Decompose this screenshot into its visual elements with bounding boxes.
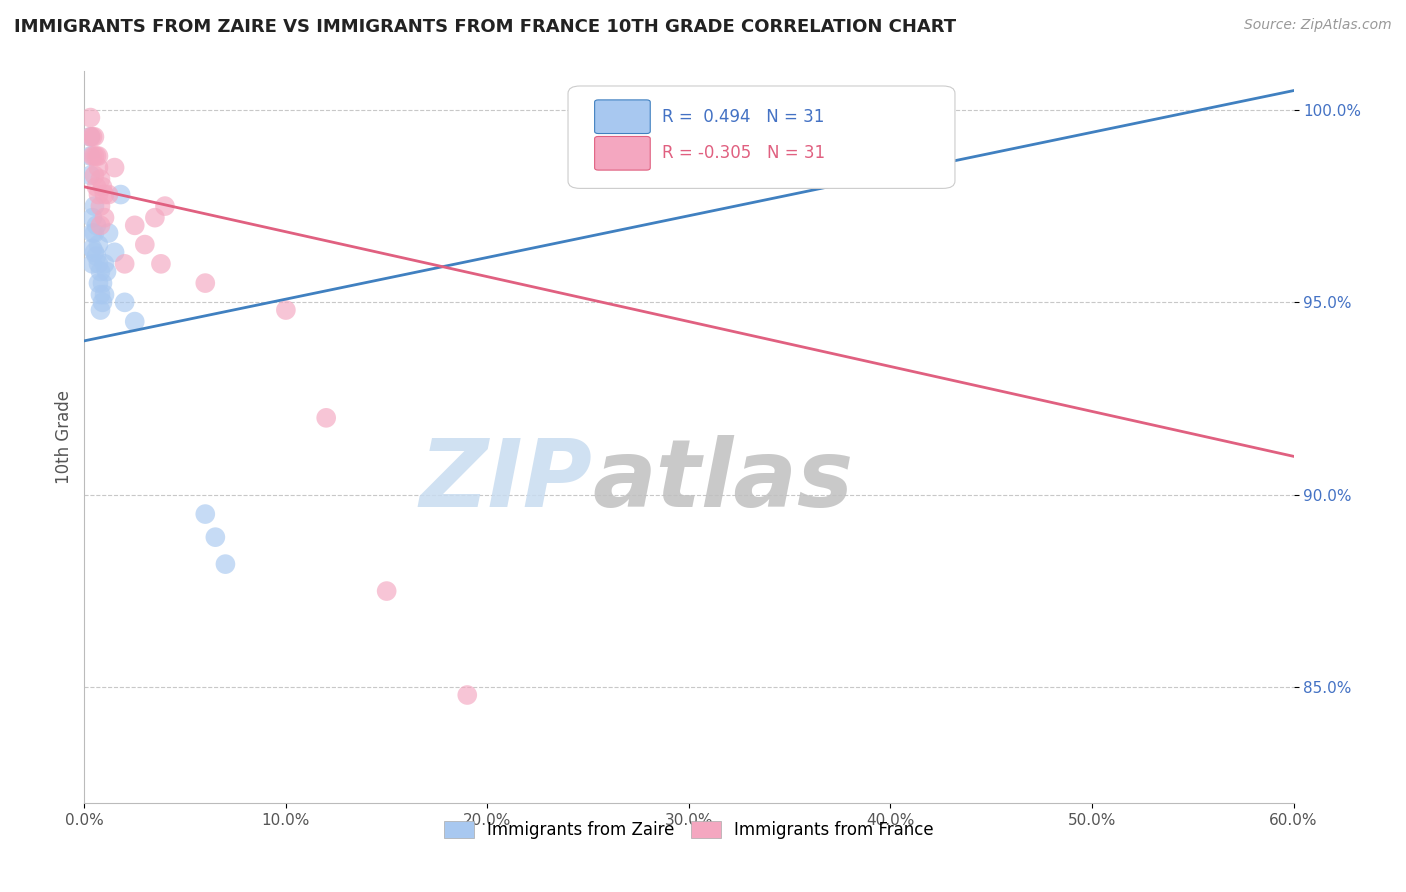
Text: IMMIGRANTS FROM ZAIRE VS IMMIGRANTS FROM FRANCE 10TH GRADE CORRELATION CHART: IMMIGRANTS FROM ZAIRE VS IMMIGRANTS FROM…	[14, 18, 956, 36]
Point	[79, 169, 101, 183]
Point	[79, 149, 101, 163]
Point	[89, 199, 111, 213]
Point	[153, 199, 176, 213]
Point	[86, 149, 108, 163]
Y-axis label: 10th Grade: 10th Grade	[55, 390, 73, 484]
Point	[124, 219, 146, 233]
Point	[83, 129, 105, 144]
Point	[89, 264, 111, 278]
Text: R =  0.494   N = 31: R = 0.494 N = 31	[662, 108, 825, 126]
Point	[87, 187, 110, 202]
FancyBboxPatch shape	[568, 86, 955, 188]
Point	[86, 219, 108, 233]
Point	[91, 276, 114, 290]
Point	[82, 211, 104, 225]
Point	[93, 211, 115, 225]
Text: R = -0.305   N = 31: R = -0.305 N = 31	[662, 145, 825, 162]
Point	[91, 179, 114, 194]
Point	[96, 264, 118, 278]
Point	[204, 530, 226, 544]
Point	[87, 237, 110, 252]
Point	[93, 287, 115, 301]
Point	[83, 169, 105, 183]
Point	[86, 249, 108, 263]
Point	[149, 257, 172, 271]
Point	[110, 187, 132, 202]
Point	[274, 303, 297, 318]
Point	[93, 187, 115, 202]
Point	[83, 226, 105, 240]
Point	[124, 315, 146, 329]
Point	[194, 276, 217, 290]
Point	[82, 149, 104, 163]
Point	[87, 276, 110, 290]
Legend: Immigrants from Zaire, Immigrants from France: Immigrants from Zaire, Immigrants from F…	[437, 814, 941, 846]
Point	[87, 149, 110, 163]
Point	[82, 242, 104, 256]
Point	[89, 287, 111, 301]
Point	[97, 187, 120, 202]
Text: ZIP: ZIP	[419, 435, 592, 527]
Point	[134, 237, 156, 252]
Point	[143, 211, 166, 225]
Point	[91, 295, 114, 310]
Point	[93, 257, 115, 271]
Point	[83, 149, 105, 163]
Point	[315, 410, 337, 425]
Point	[104, 161, 127, 175]
Text: atlas: atlas	[592, 435, 853, 527]
Point	[87, 257, 110, 271]
Point	[89, 303, 111, 318]
FancyBboxPatch shape	[595, 136, 650, 170]
Point	[214, 557, 236, 571]
FancyBboxPatch shape	[595, 100, 650, 134]
Point	[456, 688, 478, 702]
Point	[82, 257, 104, 271]
Point	[83, 199, 105, 213]
Point	[89, 172, 111, 186]
Point	[79, 129, 101, 144]
Point	[375, 584, 398, 599]
Point	[114, 257, 136, 271]
Point	[97, 226, 120, 240]
Point	[104, 245, 127, 260]
Point	[86, 179, 108, 194]
Point	[114, 295, 136, 310]
Point	[82, 129, 104, 144]
Point	[194, 507, 217, 521]
Point	[79, 111, 101, 125]
Point	[79, 129, 101, 144]
Text: Source: ZipAtlas.com: Source: ZipAtlas.com	[1244, 18, 1392, 32]
Point	[89, 219, 111, 233]
Point	[83, 245, 105, 260]
Point	[82, 226, 104, 240]
Point	[87, 161, 110, 175]
